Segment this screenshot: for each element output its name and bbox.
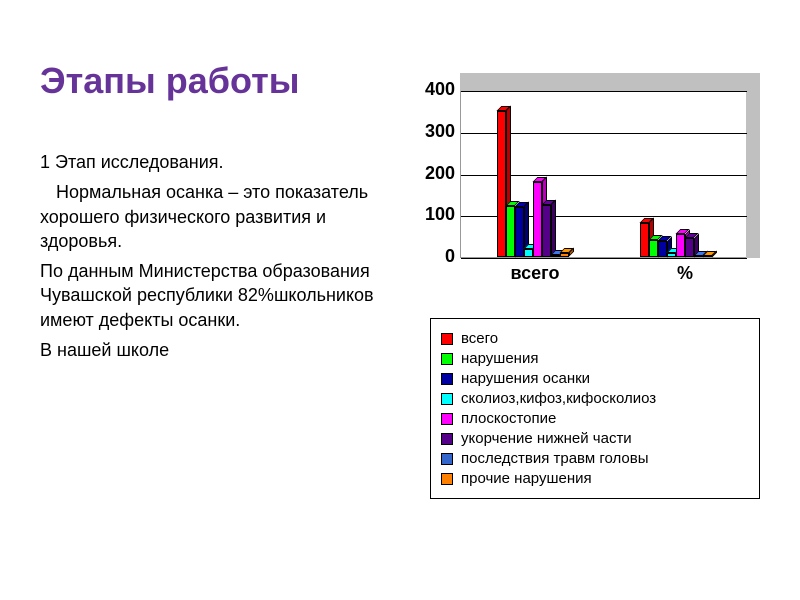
x-label: % <box>610 263 760 284</box>
y-tick-label: 100 <box>400 204 455 225</box>
bar <box>560 253 569 257</box>
legend-swatch <box>441 333 453 345</box>
paragraph: По данным Министерства образования Чуваш… <box>40 259 380 332</box>
legend-label: нарушения осанки <box>461 370 590 387</box>
bar <box>551 255 560 257</box>
chart-legend: всего нарушения нарушения осанки сколиоз,ки… <box>430 318 760 499</box>
legend-swatch <box>441 373 453 385</box>
gridline <box>461 258 747 259</box>
bar <box>658 241 667 257</box>
bar <box>524 249 533 257</box>
legend-swatch <box>441 453 453 465</box>
chart-plot-area <box>460 91 746 258</box>
legend-label: всего <box>461 330 498 347</box>
paragraph: 1 Этап исследования. <box>40 150 380 174</box>
legend-swatch <box>441 393 453 405</box>
legend-label: прочие нарушения <box>461 470 592 487</box>
bar <box>703 256 712 257</box>
slide-title: Этапы работы <box>40 60 299 102</box>
bar <box>649 240 658 257</box>
bar <box>515 207 524 257</box>
x-label: всего <box>460 263 610 284</box>
bar <box>685 238 694 257</box>
gridline <box>461 91 747 92</box>
legend-swatch <box>441 433 453 445</box>
bar <box>667 253 676 257</box>
bar <box>497 111 506 257</box>
legend-label: сколиоз,кифоз,кифосколиоз <box>461 390 656 407</box>
bar-chart: 0 100 200 300 400 всего % <box>395 68 775 298</box>
bar <box>533 182 542 257</box>
chart-x-labels: всего % <box>460 263 760 284</box>
y-tick-label: 200 <box>400 163 455 184</box>
legend-item: нарушения <box>441 350 749 367</box>
bar <box>542 205 551 257</box>
y-tick-label: 400 <box>400 79 455 100</box>
paragraph: В нашей школе <box>40 338 380 362</box>
legend-label: последствия травм головы <box>461 450 649 467</box>
y-tick-label: 300 <box>400 121 455 142</box>
legend-item: укорчение нижней части <box>441 430 749 447</box>
legend-item: прочие нарушения <box>441 470 749 487</box>
legend-label: нарушения <box>461 350 538 367</box>
legend-swatch <box>441 413 453 425</box>
legend-item: последствия травм головы <box>441 450 749 467</box>
legend-item: сколиоз,кифоз,кифосколиоз <box>441 390 749 407</box>
legend-label: укорчение нижней части <box>461 430 632 447</box>
paragraph: Нормальная осанка – это показатель хорош… <box>40 180 380 253</box>
body-text: 1 Этап исследования. Нормальная осанка –… <box>40 150 380 368</box>
y-tick-label: 0 <box>400 246 455 267</box>
legend-item: нарушения осанки <box>441 370 749 387</box>
bar <box>506 206 515 257</box>
legend-label: плоскостопие <box>461 410 556 427</box>
legend-item: плоскостопие <box>441 410 749 427</box>
legend-swatch <box>441 473 453 485</box>
legend-item: всего <box>441 330 749 347</box>
legend-swatch <box>441 353 453 365</box>
